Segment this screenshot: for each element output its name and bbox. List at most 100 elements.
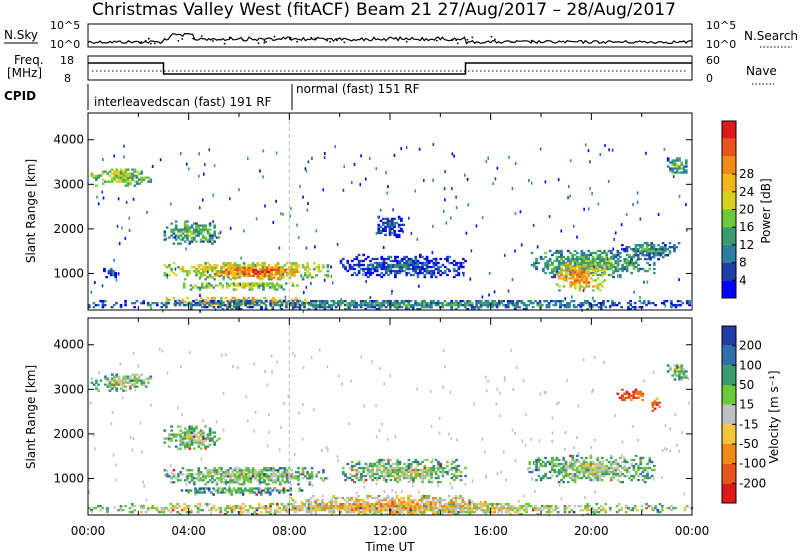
heatmap-cell (163, 274, 167, 277)
heatmap-cell (110, 385, 114, 388)
heatmap-cell (410, 231, 413, 235)
heatmap-cell (204, 300, 207, 304)
heatmap-cell (188, 481, 192, 484)
heatmap-cell (520, 299, 524, 303)
heatmap-cell (341, 301, 345, 305)
heatmap-cell (290, 475, 294, 478)
heatmap-cell (398, 261, 402, 265)
heatmap-cell (146, 211, 148, 215)
heatmap-cell (407, 301, 411, 305)
heatmap-cell (594, 476, 597, 480)
heatmap-cell (454, 502, 458, 506)
heatmap-cell (274, 266, 278, 269)
heatmap-cell (470, 510, 474, 514)
heatmap-cell (220, 477, 223, 480)
heatmap-cell (630, 458, 634, 462)
heatmap-cell (268, 282, 272, 285)
heatmap-cell (387, 185, 389, 189)
heatmap-cell (630, 261, 634, 265)
heatmap-cell (666, 157, 670, 160)
heatmap-cell (645, 242, 649, 245)
heatmap-cell (421, 255, 424, 259)
heatmap-cell (468, 506, 471, 510)
heatmap-cell (402, 498, 406, 502)
heatmap-cell (520, 243, 523, 247)
heatmap-cell (108, 381, 112, 384)
heatmap-cell (192, 481, 196, 484)
heatmap-cell (554, 506, 558, 510)
heatmap-cell (461, 498, 465, 502)
heatmap-cell (646, 476, 649, 480)
heatmap-cell (359, 303, 363, 307)
heatmap-cell (214, 301, 218, 305)
heatmap-cell (468, 500, 471, 504)
heatmap-cell (355, 508, 358, 512)
heatmap-cell (306, 477, 309, 480)
heatmap-cell (580, 468, 584, 472)
heatmap-cell (645, 250, 649, 253)
heatmap-cell (621, 265, 624, 269)
heatmap-cell (278, 299, 281, 303)
heatmap-cell (206, 228, 210, 231)
heatmap-cell (563, 506, 567, 510)
heatmap-cell (597, 301, 601, 305)
heatmap-cell (291, 284, 295, 287)
heatmap-cell (270, 266, 274, 270)
heatmap-cell (636, 508, 639, 512)
heatmap-cell (432, 143, 435, 147)
heatmap-cell (514, 212, 517, 216)
heatmap-cell (450, 299, 454, 303)
heatmap-cell (393, 231, 396, 235)
heatmap-cell (240, 274, 244, 277)
heatmap-cell (519, 210, 522, 214)
heatmap-cell (585, 466, 588, 470)
heatmap-cell (545, 510, 549, 514)
heatmap-cell (240, 469, 244, 472)
heatmap-cell (357, 303, 361, 307)
heatmap-cell (188, 445, 192, 448)
heatmap-cell (496, 166, 499, 170)
heatmap-cell (484, 502, 487, 506)
heatmap-cell (316, 508, 320, 512)
heatmap-cell (325, 502, 329, 506)
heatmap-cell (436, 498, 440, 502)
heatmap-cell (454, 299, 458, 303)
heatmap-cell (596, 253, 600, 257)
heatmap-cell (573, 273, 577, 276)
heatmap-cell (183, 234, 187, 237)
heatmap-cell (593, 510, 596, 514)
heatmap-cell (359, 506, 363, 510)
heatmap-cell (211, 270, 214, 273)
heatmap-cell (416, 265, 420, 269)
heatmap-cell (578, 257, 581, 261)
heatmap-cell (386, 191, 388, 195)
heatmap-cell (434, 512, 438, 516)
heatmap-cell (366, 275, 370, 279)
heatmap-cell (223, 508, 227, 512)
freq-tick-hi: 18 (60, 54, 74, 67)
noise-search-point (200, 35, 203, 37)
heatmap-cell (511, 301, 515, 305)
heatmap-cell (598, 478, 602, 482)
heatmap-cell (190, 443, 194, 446)
heatmap-cell (441, 301, 445, 305)
heatmap-cell (447, 494, 451, 498)
heatmap-cell (238, 473, 241, 476)
heatmap-cell (305, 169, 308, 173)
heatmap-cell (672, 174, 675, 178)
colorbar-segment (722, 138, 736, 157)
heatmap-cell (202, 228, 205, 231)
heatmap-cell (253, 506, 257, 510)
heatmap-cell (325, 506, 329, 510)
heatmap-cell (436, 500, 440, 504)
heatmap-cell (575, 460, 579, 464)
heatmap-cell (557, 458, 561, 462)
heatmap-cell (181, 228, 185, 231)
heatmap-cell (564, 265, 568, 269)
heatmap-cell (369, 267, 372, 271)
heatmap-cell (300, 504, 304, 508)
heatmap-cell (181, 473, 185, 476)
heatmap-cell (495, 301, 499, 305)
heatmap-cell (583, 277, 586, 280)
heatmap-cell (208, 276, 212, 279)
